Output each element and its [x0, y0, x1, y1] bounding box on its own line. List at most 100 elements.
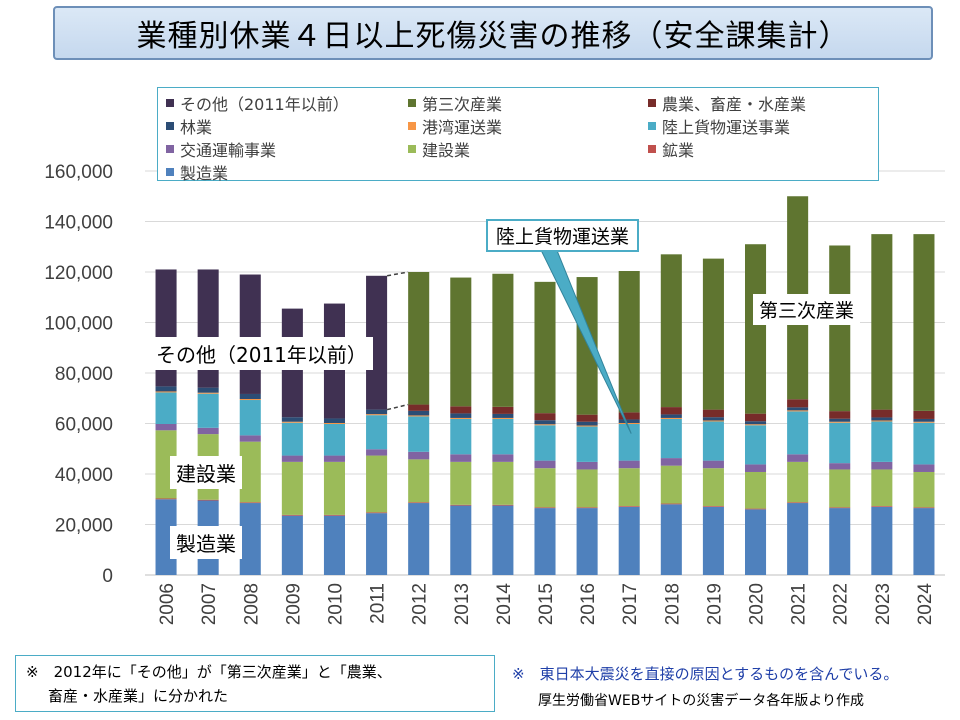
bar-segment [660, 418, 682, 459]
bar-segment [323, 422, 345, 425]
bar-segment [450, 505, 472, 575]
bar-segment [745, 244, 767, 414]
bar-segment [197, 499, 219, 501]
bar-segment [576, 426, 598, 462]
footnote-line: 畜産・水産業」に分かれた [48, 687, 229, 705]
legend-swatch [408, 145, 416, 153]
annotation-manufacturing: 製造業 [170, 526, 242, 559]
bar-segment [871, 234, 893, 410]
bar-segment [408, 459, 430, 503]
bar-segment [660, 504, 682, 575]
bar-segment [787, 461, 809, 503]
legend-item-tertiary: 第三次産業 [408, 91, 502, 115]
bar-segment [618, 419, 640, 423]
bar-segment [576, 461, 598, 470]
y-tick-label: 140,000 [44, 213, 113, 234]
bar-segment [239, 503, 261, 575]
bar-segment [913, 410, 935, 419]
bar-segment [913, 508, 935, 575]
x-tick-label: 2007 [199, 583, 220, 625]
bar-segment [366, 409, 388, 415]
bar-segment [913, 507, 935, 509]
bar-segment [450, 277, 472, 407]
legend-swatch [166, 145, 174, 153]
bar-segment [871, 506, 893, 507]
bar-segment [618, 460, 640, 469]
bar-segment [702, 506, 724, 507]
x-tick-label: 2020 [747, 583, 768, 625]
bar-segment [534, 460, 556, 469]
bar-segment [281, 515, 303, 575]
bar-segment [281, 514, 303, 516]
bar-segment [408, 272, 430, 405]
legend-swatch [408, 122, 416, 130]
legend-swatch [648, 99, 656, 107]
bar-segment [239, 399, 261, 401]
x-tick-label: 2010 [325, 583, 346, 625]
bar-segment [829, 418, 851, 422]
bar-segment [871, 420, 893, 422]
y-tick-label: 160,000 [44, 162, 113, 183]
x-tick-label: 2013 [452, 583, 473, 625]
bar-segment [660, 417, 682, 419]
bar-segment [366, 415, 388, 450]
x-tick-label: 2011 [368, 583, 389, 624]
bar-segment [618, 412, 640, 420]
bar-segment [787, 411, 809, 455]
bar-segment [576, 507, 598, 509]
x-tick-label: 2009 [283, 583, 304, 625]
bar-segment [155, 391, 177, 393]
legend-item-port: 港湾運送業 [408, 114, 502, 138]
connector-line [386, 403, 409, 411]
bar-segment [323, 461, 345, 515]
bar-segment [492, 273, 514, 407]
annotation-tertiary: 第三次産業 [753, 294, 861, 325]
bar-segment [745, 424, 767, 426]
bar-segment [450, 417, 472, 419]
bar-segment [155, 424, 177, 431]
x-tick-label: 2019 [704, 583, 725, 625]
bar-segment [787, 410, 809, 412]
bar-segment [829, 422, 851, 464]
bar-segment [239, 502, 261, 504]
bar-segment [450, 454, 472, 462]
bar-segment [534, 420, 556, 425]
x-tick-label: 2008 [241, 583, 262, 625]
bar-segment [450, 418, 472, 455]
bar-segment [745, 421, 767, 425]
bar-segment [913, 471, 935, 508]
bar-segment [660, 254, 682, 408]
x-tick-label: 2022 [831, 583, 852, 625]
bar-segment [787, 454, 809, 462]
x-tick-label: 2015 [536, 583, 557, 625]
legend-item-transport: 交通運輸事業 [166, 137, 276, 161]
bar-segment [239, 400, 261, 436]
bar-segment [239, 393, 261, 400]
bar-segment [534, 281, 556, 414]
bar-segment [408, 416, 430, 452]
bar-segment [576, 414, 598, 422]
bar-segment [871, 506, 893, 575]
bar-segment [745, 464, 767, 472]
bar-segment [197, 387, 219, 393]
bar-segment [450, 461, 472, 505]
bar-segment [408, 451, 430, 460]
bar-segment [829, 469, 851, 508]
footnote-earthquake: ※ 東日本大震災を直接の原因とするものを含んでいる。 [512, 665, 899, 683]
x-tick-label: 2023 [873, 583, 894, 625]
bar-segment [829, 411, 851, 419]
bar-segment [239, 441, 261, 503]
bar-segment [618, 468, 640, 507]
chart-title: 業種別休業４日以上死傷災害の推移（安全課集計） [53, 6, 933, 60]
y-tick-label: 60,000 [55, 415, 113, 436]
bar-segment [576, 425, 598, 427]
bar-segment [871, 417, 893, 421]
bar-segment [323, 424, 345, 456]
bar-segment [281, 421, 303, 423]
legend-item-mining: 鉱業 [648, 137, 694, 161]
bar-segment [618, 270, 640, 413]
legend-label: 建設業 [422, 141, 471, 160]
bar-segment [197, 392, 219, 394]
bar-segment [702, 420, 724, 422]
